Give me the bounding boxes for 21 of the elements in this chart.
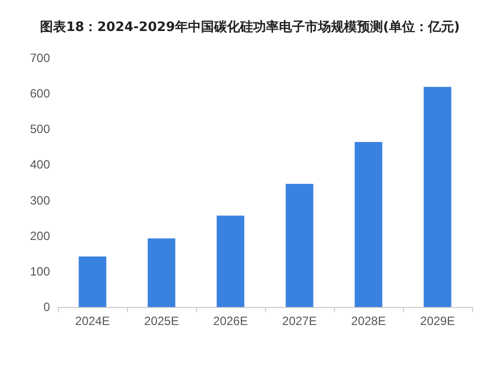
chart-title: 图表18：2024-2029年中国碳化硅功率电子市场规模预测(单位：亿元) [40, 19, 460, 35]
x-tick-label: 2027E [282, 314, 317, 328]
y-tick-label: 300 [30, 193, 50, 208]
y-tick-label: 100 [30, 264, 50, 278]
y-tick-label: 500 [30, 122, 50, 136]
bar [148, 238, 176, 307]
y-tick-label: 200 [30, 228, 50, 243]
y-tick-label: 600 [30, 86, 50, 101]
y-tick-label: 0 [43, 300, 50, 314]
x-tick-label: 2029E [420, 314, 455, 328]
x-tick-label: 2024E [75, 314, 110, 328]
y-tick-label: 400 [30, 158, 50, 172]
bar [424, 86, 452, 307]
x-tick-label: 2026E [213, 314, 248, 328]
y-tick-label: 700 [30, 51, 50, 65]
bar [216, 216, 244, 307]
bar [286, 184, 314, 307]
x-tick-label: 2028E [351, 314, 386, 328]
x-tick-label: 2025E [144, 314, 179, 328]
bar [78, 256, 106, 307]
bar [354, 142, 382, 307]
